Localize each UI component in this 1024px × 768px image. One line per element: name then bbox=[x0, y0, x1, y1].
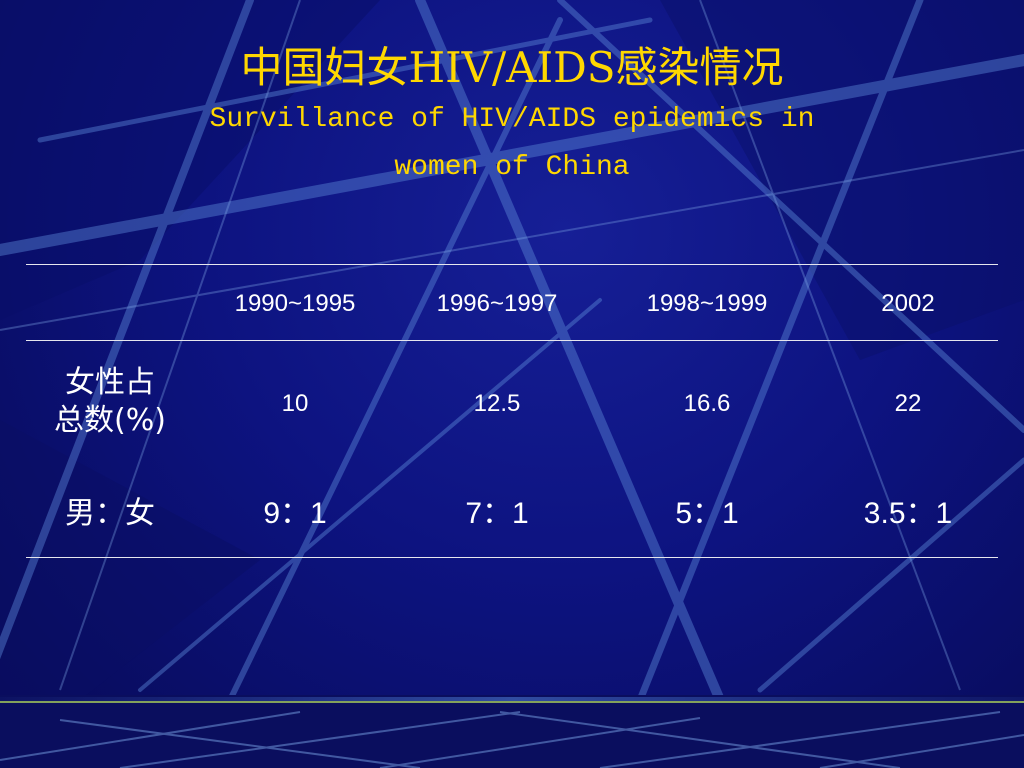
column-header: 1998~1999 bbox=[646, 290, 768, 317]
column-header: 1996~1997 bbox=[436, 290, 558, 317]
title-chinese: 中国妇女HIV/AIDS感染情况 bbox=[240, 43, 784, 92]
table-cell: 12.5 bbox=[473, 390, 521, 417]
table-cell: 7：1 bbox=[465, 497, 529, 530]
column-header: 1990~1995 bbox=[234, 290, 356, 317]
table-cell: 3.5：1 bbox=[863, 497, 953, 530]
row-label-line: 总数(%) bbox=[54, 403, 166, 438]
slide-title: 中国妇女HIV/AIDS感染情况 Survillance of HIV/AIDS… bbox=[0, 40, 1024, 192]
title-english-line-2: women of China bbox=[394, 152, 630, 183]
table-cell: 9：1 bbox=[263, 497, 327, 530]
table-cell: 16.6 bbox=[683, 390, 731, 417]
table-cell: 10 bbox=[281, 390, 309, 417]
table-bottom-rule bbox=[26, 557, 998, 558]
row-label-line: 男：女 bbox=[65, 496, 155, 531]
row-label-female-percent: 女性占 总数(%) bbox=[20, 364, 200, 440]
column-header: 2002 bbox=[881, 290, 935, 317]
table-top-rule bbox=[26, 264, 998, 265]
table-header-rule bbox=[26, 340, 998, 341]
row-label-sex-ratio: 男：女 bbox=[20, 494, 200, 534]
table-cell: 5：1 bbox=[675, 497, 739, 530]
table-cell: 22 bbox=[894, 390, 922, 417]
title-english-line-1: Survillance of HIV/AIDS epidemics in bbox=[209, 104, 815, 135]
row-label-line: 女性占 bbox=[65, 365, 155, 400]
